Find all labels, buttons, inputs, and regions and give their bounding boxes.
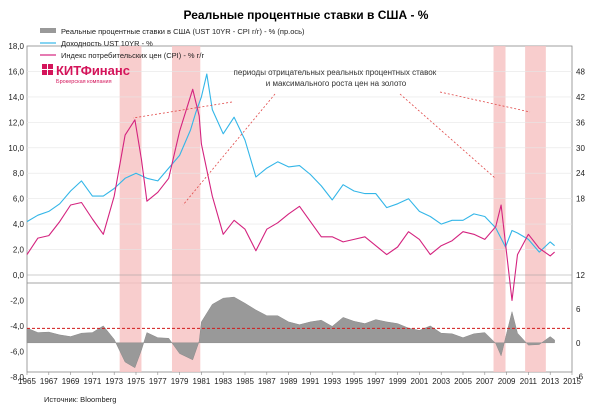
x-tick-label: 1993 [323,377,341,386]
left-tick-label: 10,0 [8,144,24,153]
left-tick-label: 6,0 [13,195,25,204]
x-axis-ticks: 1965 1967 1969 1971 1973 1975 1977 1979 1981 1983… [18,372,581,386]
logo-name: КИТФинанс [56,63,130,78]
x-tick-label: 2001 [411,377,429,386]
right-tick-label: 6 [576,305,581,314]
left-tick-label: -4,0 [10,322,24,331]
logo-mark-icon [42,64,53,75]
left-tick-label: 0,0 [13,271,25,280]
x-tick-label: 1965 [18,377,36,386]
highlight-period-1 [119,46,142,372]
annotation-line-1: периоды отрицательных реальных процентны… [234,68,437,77]
left-tick-label: -8,0 [10,373,24,382]
x-tick-label: 1981 [193,377,211,386]
x-tick-label: 2013 [541,377,559,386]
legend-label-ust: Доходность UST 10YR - % [61,39,153,48]
right-tick-label: -6 [576,373,584,382]
source-note: Источник: Bloomberg [44,395,116,404]
left-tick-label: 2,0 [13,246,25,255]
highlight-period-2 [171,46,201,372]
x-tick-label: 1983 [214,377,232,386]
ust-10y-line [26,73,555,253]
left-tick-label: 12,0 [8,118,24,127]
right-axis-ticks: 48 42 36 30 24 18 12 6 0 -6 [576,67,585,381]
x-tick-label: 1997 [367,377,385,386]
highlight-periods [119,46,546,372]
x-tick-label: 1973 [105,377,123,386]
x-tick-label: 1977 [149,377,167,386]
x-tick-label: 1971 [84,377,102,386]
left-tick-label: 4,0 [13,220,25,229]
left-tick-label: 16,0 [8,67,24,76]
logo-subtitle: Брокерская компания [56,79,112,85]
annotation-arrow [182,93,276,206]
x-tick-label: 1987 [258,377,276,386]
x-tick-label: 1989 [280,377,298,386]
right-tick-label: 48 [576,67,585,76]
left-tick-label: 14,0 [8,93,24,102]
right-tick-label: 18 [576,195,585,204]
annotation-line-2: и максимального роста цен на золото [266,79,407,88]
right-tick-label: 0 [576,339,581,348]
legend-label-cpi: Индекс потребительских цен (CPI) - % г/г [61,51,204,60]
right-tick-label: 42 [576,93,585,102]
x-tick-label: 1969 [62,377,80,386]
x-tick-label: 1985 [236,377,254,386]
annotation-arrow [132,101,233,119]
legend-label-real-rate: Реальные процентные ставки в США (UST 10… [61,27,305,36]
left-tick-label: -6,0 [10,347,24,356]
left-tick-label: 18,0 [8,42,24,51]
annotation: периоды отрицательных реальных процентны… [132,68,531,206]
series-lines [26,73,555,301]
x-tick-label: 1979 [171,377,189,386]
x-tick-label: 1975 [127,377,145,386]
left-axis-ticks: 18,0 16,0 14,0 12,0 10,0 8,0 6,0 4,0 2,0 0,0 -2,0 -… [8,42,24,382]
x-tick-label: 1967 [40,377,58,386]
chart-title: Реальные процентные ставки в США - % [184,8,429,22]
x-tick-label: 2015 [563,377,581,386]
x-tick-label: 2009 [498,377,516,386]
x-tick-label: 1991 [302,377,320,386]
left-tick-label: 8,0 [13,169,25,178]
x-tick-label: 2003 [432,377,450,386]
annotation-arrows [132,91,531,206]
annotation-arrow [439,91,531,113]
legend-swatch-real-rate [40,28,56,33]
left-tick-label: -2,0 [10,296,24,305]
annotation-text: периоды отрицательных реальных процентны… [234,68,439,88]
logo: КИТФинанс Брокерская компания [42,63,130,85]
plot-frame [26,45,573,373]
x-tick-label: 1995 [345,377,363,386]
x-tick-label: 2011 [520,377,538,386]
real-rate-area [26,296,555,369]
right-tick-label: 12 [576,271,585,280]
annotation-arrow [399,93,496,179]
highlight-period-4 [525,46,546,372]
right-tick-label: 30 [576,144,585,153]
right-tick-label: 36 [576,118,585,127]
real-rate-area-path [26,296,555,369]
plot-border [26,45,573,373]
highlight-period-3 [493,46,506,372]
x-tick-label: 2005 [454,377,472,386]
legend: Реальные процентные ставки в США (UST 10… [40,27,305,60]
x-tick-label: 1999 [389,377,407,386]
right-tick-label: 24 [576,169,585,178]
x-tick-label: 2007 [476,377,494,386]
cpi-line [26,88,555,301]
